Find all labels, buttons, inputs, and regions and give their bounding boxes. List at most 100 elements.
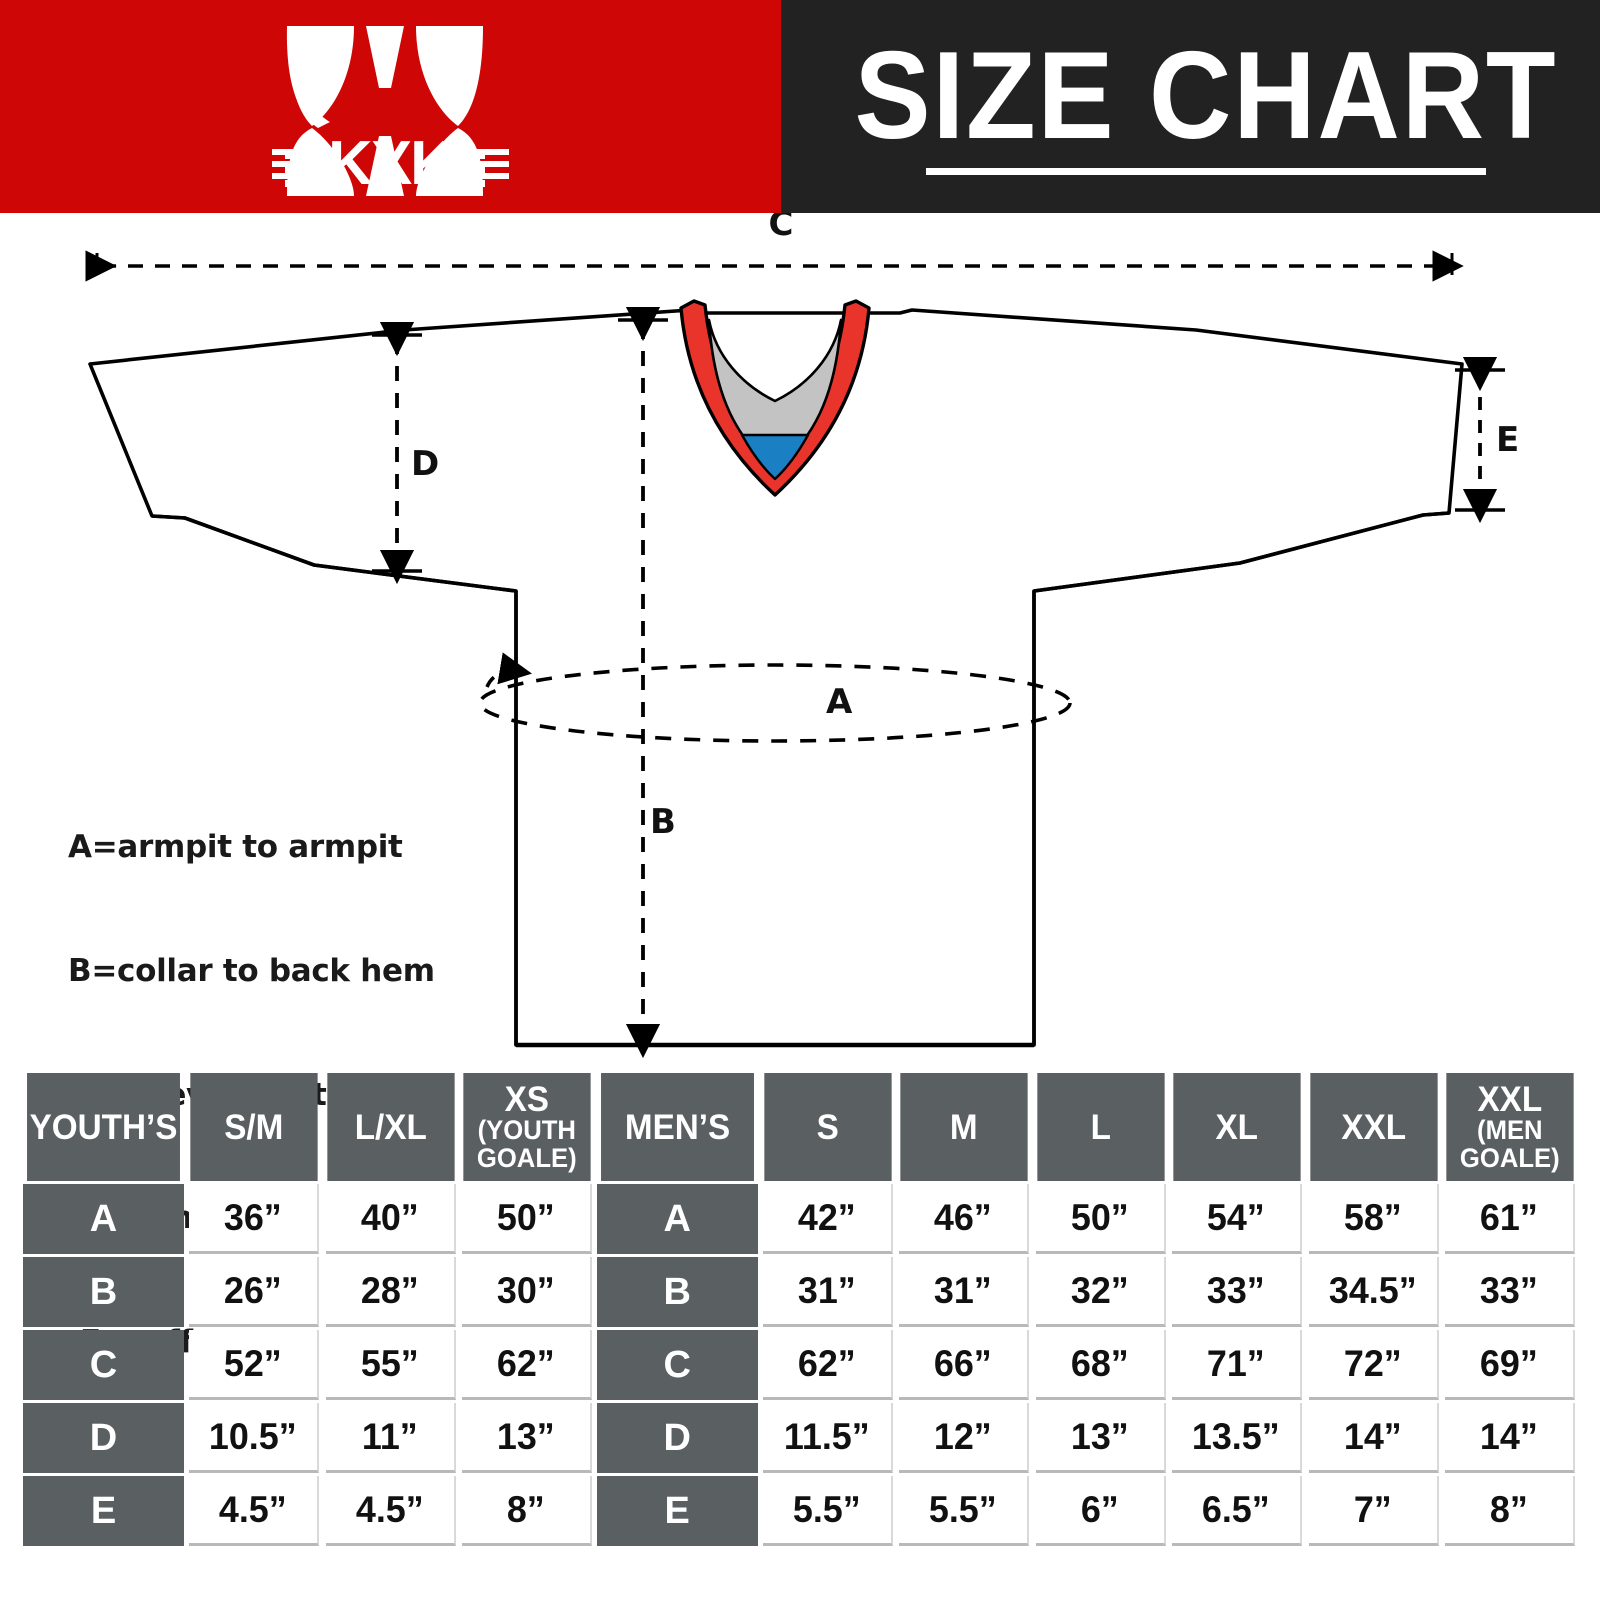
brand-logo-panel: KXK [0, 0, 781, 213]
header-xs-main: XS [504, 1079, 550, 1119]
header-l: L [1037, 1073, 1164, 1181]
legend-line-b: B=collar to back hem [68, 953, 435, 990]
row-label-youth-a: A [23, 1184, 185, 1254]
cell-mens-xxl-c: 72” [1308, 1330, 1439, 1400]
collar-tip [740, 433, 810, 481]
cell-mens-xxlgoalie-a: 61” [1445, 1184, 1575, 1254]
cell-mens-xxl-e: 7” [1308, 1476, 1439, 1546]
left-sleeve-underarm [151, 514, 517, 593]
cell-mens-s-d: 11.5” [762, 1403, 893, 1473]
right-sleeve-underarm [1033, 511, 1450, 593]
header-xs-sub1: (YOUTH [477, 1114, 577, 1145]
row-label-youth-e: E [23, 1476, 185, 1546]
dimension-c [85, 250, 1464, 282]
cell-youth-sm-a: 36” [189, 1184, 319, 1254]
header-youths: YOUTH’S [27, 1073, 181, 1181]
cell-mens-m-b: 31” [899, 1257, 1029, 1327]
size-table-wrapper: YOUTH’S S/M L/XL XS (YOUTH GOALE) MEN’S … [20, 1070, 1580, 1549]
header-xl: XL [1173, 1073, 1301, 1181]
header-m: M [900, 1073, 1028, 1181]
legend-line-a: A=armpit to armpit [68, 829, 403, 866]
header-xxl-men-sub2: GOALE) [1460, 1142, 1561, 1173]
row-label-youth-c: C [23, 1330, 185, 1400]
collar [679, 299, 871, 497]
row-label-youth-b: B [23, 1257, 185, 1327]
cell-mens-m-a: 46” [899, 1184, 1029, 1254]
cell-youth-sm-d: 10.5” [189, 1403, 319, 1473]
header-xxl-men-main: XXL [1477, 1079, 1543, 1119]
title-panel: SIZE CHART [781, 0, 1600, 213]
table-header-row: YOUTH’S S/M L/XL XS (YOUTH GOALE) MEN’S … [23, 1073, 1577, 1181]
cell-youth-lxl-c: 55” [325, 1330, 456, 1400]
cell-mens-l-b: 32” [1035, 1257, 1166, 1327]
cell-mens-m-e: 5.5” [899, 1476, 1029, 1546]
header-xxl-men-goalie: XXL (MEN GOALE) [1446, 1073, 1574, 1181]
cell-youth-lxl-a: 40” [325, 1184, 456, 1254]
cell-mens-xl-c: 71” [1172, 1330, 1302, 1400]
row-label-youth-d: D [23, 1403, 185, 1473]
cell-mens-xl-a: 54” [1172, 1184, 1302, 1254]
table-row: A 36” 40” 50” A 42” 46” 50” 54” 58” 61” [23, 1184, 1577, 1254]
cell-mens-xl-e: 6.5” [1172, 1476, 1302, 1546]
cell-youth-sm-c: 52” [189, 1330, 319, 1400]
cell-mens-m-c: 66” [899, 1330, 1029, 1400]
label-b: B [650, 802, 676, 842]
label-a: A [826, 682, 853, 722]
header-xs-youth-goalie: XS (YOUTH GOALE) [463, 1073, 591, 1181]
table-row: D 10.5” 11” 13” D 11.5” 12” 13” 13.5” 14… [23, 1403, 1577, 1473]
cell-mens-s-b: 31” [762, 1257, 893, 1327]
header-sm: S/M [190, 1073, 318, 1181]
cell-mens-xxlgoalie-e: 8” [1445, 1476, 1575, 1546]
cell-youth-xs-e: 8” [462, 1476, 592, 1546]
cell-mens-xxlgoalie-c: 69” [1445, 1330, 1575, 1400]
cell-youth-xs-b: 30” [462, 1257, 592, 1327]
page-title: SIZE CHART [854, 27, 1557, 166]
cell-mens-m-d: 12” [899, 1403, 1029, 1473]
header-xxl-men-sub1: (MEN [1477, 1114, 1543, 1145]
label-c: C [769, 213, 794, 244]
cell-mens-xl-d: 13.5” [1172, 1403, 1302, 1473]
dimension-e [1455, 356, 1505, 524]
cell-mens-l-c: 68” [1035, 1330, 1166, 1400]
title-underline [925, 167, 1486, 175]
cell-youth-xs-a: 50” [462, 1184, 592, 1254]
table-row: E 4.5” 4.5” 8” E 5.5” 5.5” 6” 6.5” 7” 8” [23, 1476, 1577, 1546]
header-xs-sub2: GOALE) [477, 1142, 577, 1173]
header-s: S [764, 1073, 891, 1181]
cell-youth-xs-d: 13” [462, 1403, 592, 1473]
jersey-diagram: C D [0, 213, 1600, 1065]
dimension-b [618, 306, 668, 1059]
collar-inner-panel [707, 318, 843, 473]
cell-mens-l-e: 6” [1035, 1476, 1166, 1546]
cell-mens-s-c: 62” [762, 1330, 893, 1400]
cell-youth-sm-b: 26” [189, 1257, 319, 1327]
cell-mens-l-a: 50” [1035, 1184, 1166, 1254]
cell-youth-lxl-e: 4.5” [325, 1476, 456, 1546]
row-label-mens-b: B [596, 1257, 758, 1327]
cell-mens-s-a: 42” [762, 1184, 893, 1254]
cell-mens-xxlgoalie-d: 14” [1445, 1403, 1575, 1473]
cell-mens-xxl-a: 58” [1308, 1184, 1439, 1254]
cell-mens-s-e: 5.5” [762, 1476, 893, 1546]
header-mens: MEN’S [600, 1073, 754, 1181]
cell-youth-lxl-b: 28” [325, 1257, 456, 1327]
size-table: YOUTH’S S/M L/XL XS (YOUTH GOALE) MEN’S … [20, 1070, 1580, 1549]
row-label-mens-d: D [596, 1403, 758, 1473]
cell-mens-xxlgoalie-b: 33” [1445, 1257, 1575, 1327]
cell-mens-xxl-d: 14” [1308, 1403, 1439, 1473]
label-d: D [411, 444, 439, 484]
header-xxl: XXL [1310, 1073, 1438, 1181]
dimension-a [478, 652, 1072, 743]
cell-youth-sm-e: 4.5” [189, 1476, 319, 1546]
dimension-d [372, 321, 422, 585]
cell-youth-lxl-d: 11” [325, 1403, 456, 1473]
label-e: E [1496, 420, 1519, 460]
table-row: B 26” 28” 30” B 31” 31” 32” 33” 34.5” 33… [23, 1257, 1577, 1327]
kxk-logo-icon [266, 17, 515, 196]
cell-mens-xl-b: 33” [1172, 1257, 1302, 1327]
cell-youth-xs-c: 62” [462, 1330, 592, 1400]
page-header: KXK SIZE CHART [0, 0, 1600, 213]
table-row: C 52” 55” 62” C 62” 66” 68” 71” 72” 69” [23, 1330, 1577, 1400]
row-label-mens-a: A [596, 1184, 758, 1254]
